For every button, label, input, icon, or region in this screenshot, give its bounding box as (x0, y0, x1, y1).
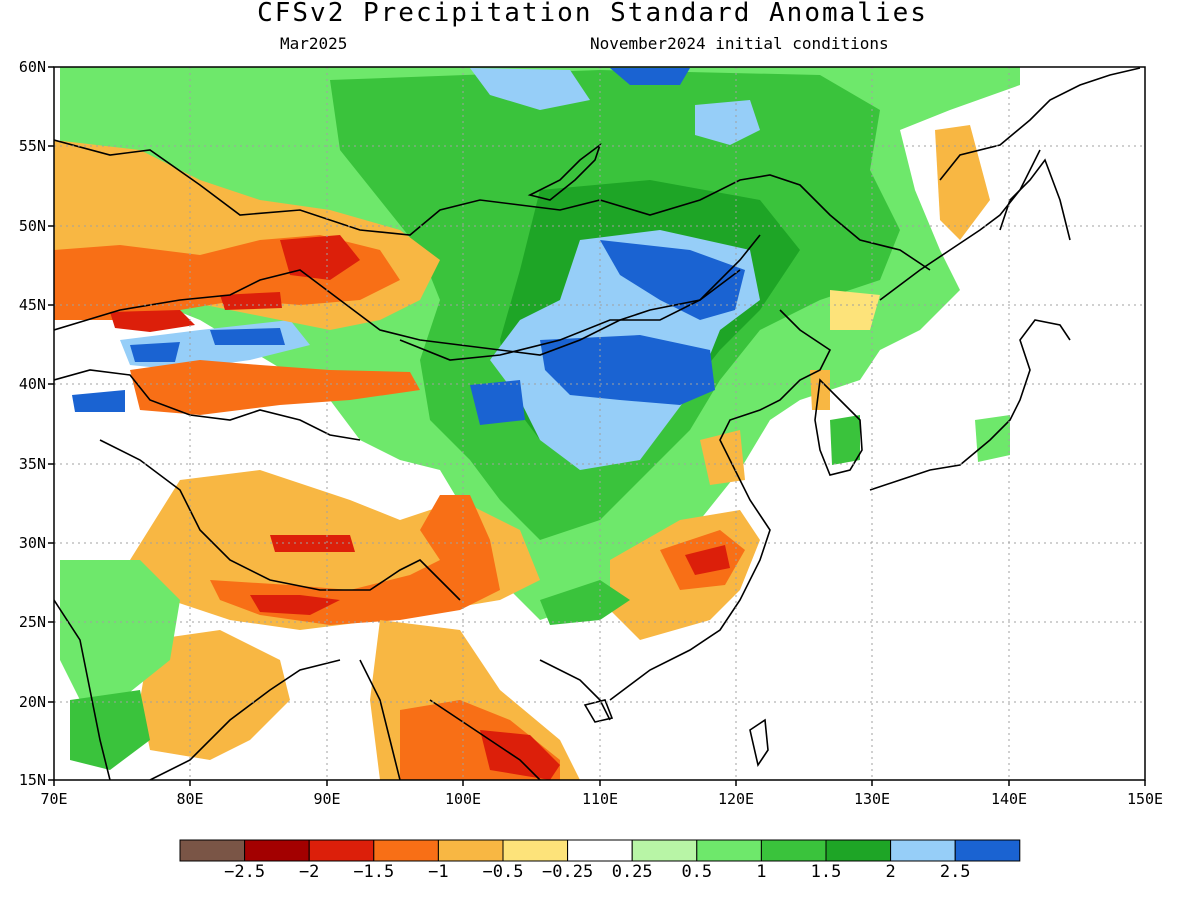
wet-india-south (70, 690, 150, 770)
extreme-wet-west (470, 380, 525, 425)
extreme-wet-south (540, 335, 715, 405)
coast-india-east (149, 659, 341, 780)
wet-southwest-china (540, 580, 630, 625)
very-wet-north (470, 68, 590, 110)
extreme-wet-far-west (72, 390, 125, 412)
lat-label-35n: 35N (18, 455, 46, 473)
coastlines-borders (54, 67, 1141, 780)
valid-month-label: Mar2025 (280, 34, 348, 53)
border-kazakhstan-south (54, 269, 741, 356)
lon-label-110e: 110E (581, 790, 619, 808)
color-bar-label: −2 (298, 862, 320, 882)
coast-hainan (583, 699, 614, 723)
extreme-wet-central-asia (130, 342, 180, 362)
lat-label-30n: 30N (18, 534, 46, 552)
border-mongolia-china (399, 234, 761, 361)
lat-label-45n: 45N (18, 296, 46, 314)
lon-label-130e: 130E (853, 790, 891, 808)
lat-label-20n: 20N (18, 693, 46, 711)
coast-indochina (359, 659, 611, 780)
coast-okhotsk (939, 67, 1141, 181)
chart-title: CFSv2 Precipitation Standard Anomalies (257, 0, 928, 28)
axis-ticks (48, 66, 1146, 786)
dry-korea-strip (810, 370, 830, 410)
extreme-wet-north (610, 68, 690, 85)
lat-label-25n: 25N (18, 613, 46, 631)
dry-okhotsk (935, 125, 990, 240)
dry-band-central-asia (130, 360, 420, 415)
color-bar-label: 1 (756, 862, 767, 882)
color-bar-label: −1 (428, 862, 449, 882)
color-bar-label: 0.5 (681, 862, 713, 882)
coast-taiwan (749, 718, 769, 767)
initial-conditions-label: November2024 initial conditions (590, 34, 889, 53)
color-bar-label: 2 (885, 862, 896, 882)
lat-label-40n: 40N (18, 375, 46, 393)
color-bar-label: −2.5 (224, 862, 266, 882)
lon-label-80e: 80E (176, 790, 204, 808)
wet-india-north (60, 560, 180, 700)
border-russia-kazakhstan (54, 139, 931, 271)
dry-manchuria (830, 290, 880, 330)
lon-label-90e: 90E (313, 790, 341, 808)
lat-label-60n: 60N (18, 58, 46, 76)
very-wet-northeast (695, 100, 760, 145)
dry-south-china-strong (685, 545, 730, 575)
gridlines (54, 67, 1145, 780)
dry-strong-west (110, 310, 195, 332)
lon-label-120e: 120E (717, 790, 755, 808)
lat-label-15n: 15N (18, 771, 46, 789)
coast-korea (814, 378, 863, 476)
coast-japan (869, 319, 1071, 491)
color-bar-label: 0.25 (611, 862, 653, 882)
anomaly-field (54, 67, 1145, 780)
color-bar-label: 1.5 (810, 862, 842, 882)
extreme-wet-central-asia-2 (210, 328, 285, 345)
lat-label-50n: 50N (18, 217, 46, 235)
dry-strong-northwest (280, 235, 360, 280)
lon-label-100e: 100E (444, 790, 482, 808)
wet-korea (830, 415, 860, 465)
border-central-asia (54, 369, 361, 441)
extreme-wet-central (600, 240, 745, 320)
coast-china-east (609, 309, 832, 701)
lat-label-55n: 55N (18, 137, 46, 155)
dry-himalaya-moderate (210, 495, 500, 625)
border-tibet-india (99, 439, 461, 601)
dry-southeast-asia-strong (480, 730, 560, 780)
coast-russia-east (879, 149, 1041, 301)
dry-himalaya-strong (250, 595, 340, 615)
color-bar-label: −1.5 (353, 862, 395, 882)
coast-india-west (54, 599, 111, 780)
dry-india (140, 630, 290, 760)
color-bar-label: −0.25 (542, 862, 594, 882)
lon-label-140e: 140E (990, 790, 1028, 808)
color-bar-label: 2.5 (939, 862, 971, 882)
coast-lake-baikal (527, 142, 602, 201)
lon-label-70e: 70E (40, 790, 68, 808)
dry-shandong (700, 430, 745, 485)
color-bar-label: −0.5 (482, 862, 524, 882)
lon-label-150e: 150E (1126, 790, 1164, 808)
